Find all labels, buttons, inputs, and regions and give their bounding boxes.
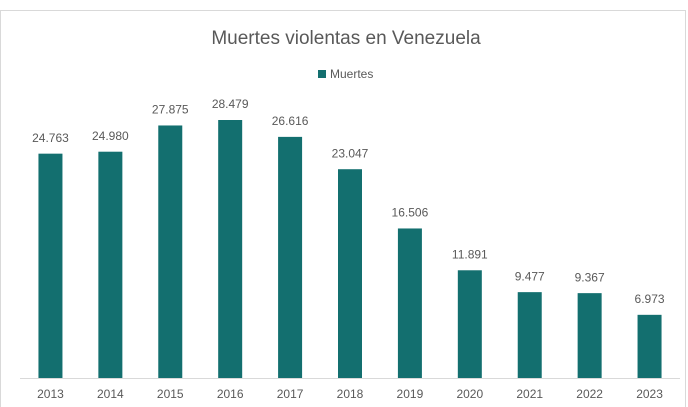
data-label: 23.047 (332, 146, 369, 160)
data-label: 11.891 (452, 247, 488, 261)
data-label: 6.973 (635, 292, 665, 306)
bar (637, 314, 662, 378)
bar (38, 153, 63, 378)
legend-label: Muertes (330, 67, 373, 81)
bar (397, 228, 422, 378)
data-label: 9.367 (575, 270, 605, 284)
x-tick-label: 2019 (397, 387, 424, 401)
bar (158, 125, 183, 378)
data-label: 26.616 (272, 114, 309, 128)
data-label: 28.479 (212, 97, 249, 111)
legend-swatch (318, 70, 326, 78)
data-label: 24.763 (32, 131, 69, 145)
bar (338, 169, 362, 378)
data-label: 9.477 (515, 269, 545, 283)
bar (577, 293, 602, 378)
chart-title: Muertes violentas en Venezuela (211, 28, 481, 49)
bar (457, 270, 482, 378)
x-tick-label: 2018 (337, 387, 364, 401)
x-tick-label: 2022 (576, 387, 603, 401)
data-label: 24.980 (92, 129, 129, 143)
x-tick-label: 2014 (97, 387, 124, 401)
data-label: 16.506 (392, 206, 429, 220)
x-tick-label: 2013 (37, 387, 64, 401)
x-tick-label: 2015 (157, 387, 184, 401)
bar (98, 151, 123, 378)
x-tick-label: 2021 (516, 387, 543, 401)
data-label: 27.875 (152, 103, 189, 117)
bar (517, 292, 542, 378)
x-tick-label: 2016 (217, 387, 244, 401)
bar (218, 120, 243, 378)
x-tick-label: 2017 (277, 387, 304, 401)
bar (278, 136, 303, 378)
x-tick-label: 2020 (456, 387, 483, 401)
x-tick-label: 2023 (636, 387, 663, 401)
